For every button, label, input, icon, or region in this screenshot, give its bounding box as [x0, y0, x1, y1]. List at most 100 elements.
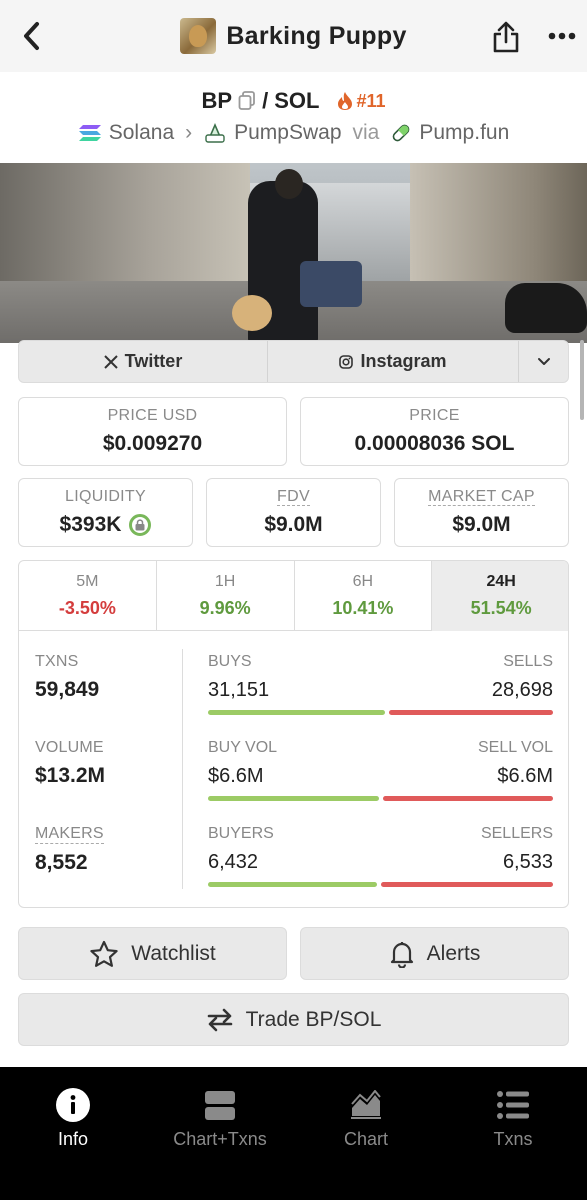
tab-24h[interactable]: 24H 51.54% [432, 561, 568, 631]
lock-icon[interactable] [129, 514, 152, 536]
buy-sell-volume-bar [208, 796, 553, 801]
stats-divider [182, 649, 183, 889]
bell-icon [390, 941, 413, 968]
instagram-label: Instagram [360, 351, 447, 371]
period-label: 5M [76, 573, 99, 590]
trade-button[interactable]: Trade BP/SOL [18, 993, 569, 1046]
launchpad-name[interactable]: Pump.fun [419, 121, 510, 144]
price-native-card: PRICE 0.00008036 SOL [300, 397, 569, 466]
rank-label: #11 [356, 90, 386, 111]
sells-bar-fill [389, 710, 553, 715]
market-cap-value: $9.0M [452, 513, 511, 536]
tab-label: Chart+Txns [173, 1129, 267, 1149]
chart-txns-icon [147, 1087, 293, 1123]
liquidity-value: $393K [59, 513, 122, 536]
price-native-value: 0.00008036 SOL [354, 432, 515, 455]
period-change: 10.41% [332, 598, 394, 618]
social-more-button[interactable] [519, 341, 568, 382]
buy-vol-value: $6.6M [208, 765, 264, 787]
price-usd-card: PRICE USD $0.009270 [18, 397, 287, 466]
sell-vol-value: $6.6M [497, 765, 553, 787]
chevron-down-icon [537, 358, 550, 365]
back-button[interactable] [14, 18, 48, 54]
sellers-bar-fill [381, 882, 553, 887]
tab-txns[interactable]: Txns [440, 1087, 586, 1150]
scrollbar[interactable] [580, 340, 584, 420]
token-avatar [180, 18, 217, 54]
trade-label: Trade BP/SOL [245, 1007, 382, 1031]
area-chart-icon [293, 1087, 439, 1123]
liquidity-label: LIQUIDITY [65, 488, 146, 505]
share-button[interactable] [490, 18, 522, 56]
tab-6h[interactable]: 6H 10.41% [295, 561, 433, 631]
rank-badge[interactable]: #11 [337, 91, 385, 112]
chain-breadcrumb: Solana › PumpSwap via Pump.fun [0, 118, 587, 148]
more-button[interactable] [544, 22, 580, 50]
watchlist-button[interactable]: Watchlist [18, 927, 287, 980]
via-label: via [352, 121, 380, 144]
buys-bar-fill [208, 710, 385, 715]
solana-icon [78, 125, 101, 141]
instagram-icon [339, 354, 354, 369]
volume-metric: VOLUME $13.2M [35, 739, 105, 788]
txns-label: TXNS [35, 653, 79, 670]
liquidity-card: LIQUIDITY $393K [18, 478, 193, 547]
tab-chart[interactable]: Chart [293, 1087, 439, 1150]
price-native-label: PRICE [409, 407, 460, 424]
tab-info[interactable]: Info [0, 1087, 146, 1150]
bottom-tab-bar: Info Chart+Txns Chart Txns [0, 1067, 587, 1200]
tab-label: Info [57, 1129, 89, 1149]
base-symbol: BP [201, 88, 233, 113]
swap-arrows-icon [207, 1008, 232, 1031]
period-label: 24H [486, 573, 516, 590]
sellers-label: SELLERS [480, 825, 553, 842]
watchlist-label: Watchlist [131, 941, 216, 965]
twitter-button[interactable]: Twitter [19, 341, 268, 382]
chevron-left-icon [24, 22, 39, 50]
period-label: 1H [214, 573, 236, 590]
buys-sells-split: BUYS SELLS 31,151 28,698 [208, 653, 553, 715]
market-cap-label: MARKET CAP [428, 488, 535, 506]
makers-label: MAKERS [35, 825, 104, 844]
chain-network[interactable]: Solana [108, 121, 175, 144]
flame-icon [338, 92, 353, 110]
makers-metric: MAKERS 8,552 [35, 825, 104, 875]
pair-separator: / [262, 88, 269, 113]
tab-chart-txns[interactable]: Chart+Txns [147, 1087, 293, 1150]
buys-label: BUYS [208, 653, 252, 670]
buys-value: 31,151 [208, 679, 270, 701]
quote-symbol: SOL [274, 88, 320, 113]
page-title: Barking Puppy [226, 21, 407, 50]
list-icon [440, 1087, 586, 1123]
copy-icon[interactable] [238, 91, 256, 111]
dex-name[interactable]: PumpSwap [234, 121, 342, 144]
instagram-button[interactable]: Instagram [268, 341, 519, 382]
title-group: Barking Puppy [0, 16, 587, 56]
makers-value: 8,552 [35, 851, 88, 874]
buys-sells-bar [208, 710, 553, 715]
share-icon [493, 21, 519, 53]
fdv-label: FDV [277, 488, 310, 506]
x-logo-icon [103, 354, 118, 369]
sellers-value: 6,533 [502, 851, 553, 873]
stats-panel: 5M -3.50% 1H 9.96% 6H 10.41% 24H 51.54% … [18, 560, 569, 908]
pair-header: BP / SOL #11 [0, 86, 587, 116]
fdv-value: $9.0M [264, 513, 323, 536]
sells-label: SELLS [503, 653, 553, 670]
period-change: 9.96% [199, 598, 251, 618]
liquidity-row: $393K [19, 513, 192, 537]
buy-sell-volume-split: BUY VOL SELL VOL $6.6M $6.6M [208, 739, 553, 801]
star-icon [90, 940, 118, 967]
buyers-bar-fill [208, 882, 377, 887]
market-cap-card: MARKET CAP $9.0M [394, 478, 569, 547]
txns-metric: TXNS 59,849 [35, 653, 99, 702]
buyers-sellers-split: BUYERS SELLERS 6,432 6,533 [208, 825, 553, 887]
alerts-button[interactable]: Alerts [300, 927, 569, 980]
period-change: 51.54% [470, 598, 532, 618]
price-usd-value: $0.009270 [102, 432, 203, 455]
fdv-card: FDV $9.0M [206, 478, 381, 547]
twitter-label: Twitter [124, 351, 183, 371]
tab-5m[interactable]: 5M -3.50% [19, 561, 157, 631]
tab-1h[interactable]: 1H 9.96% [157, 561, 295, 631]
pill-icon [393, 124, 410, 142]
